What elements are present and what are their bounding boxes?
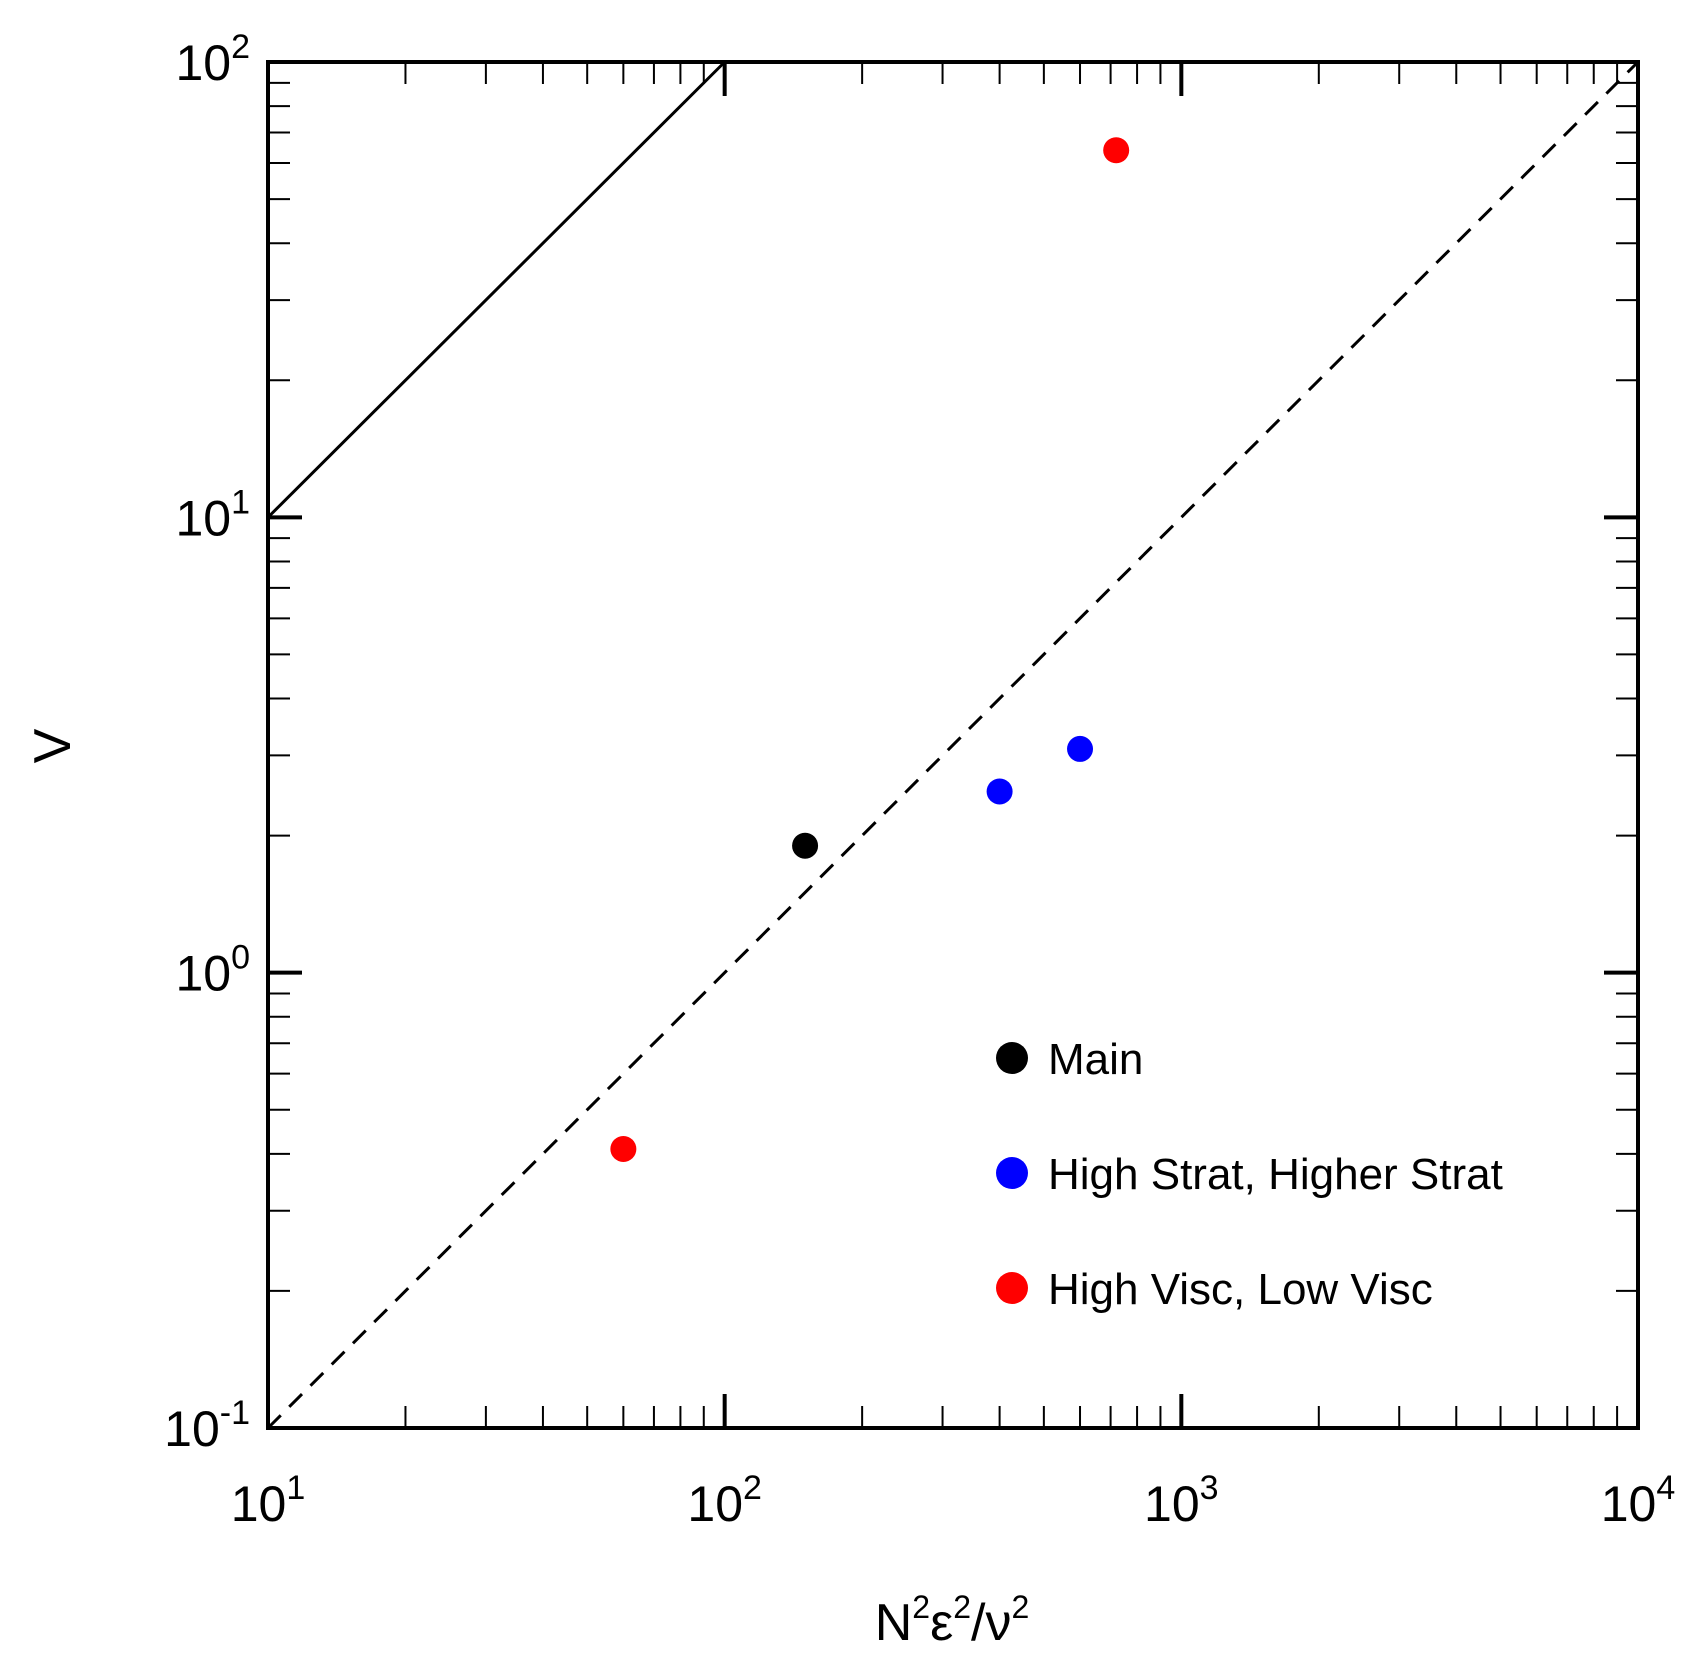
data-point-series-2 — [1067, 735, 1094, 762]
plot-frame — [266, 60, 1640, 1430]
legend-label: Main — [1048, 1035, 1143, 1084]
legend-marker — [996, 1272, 1028, 1304]
legend-label: High Strat, Higher Strat — [1048, 1150, 1503, 1199]
legend: Main High Strat, Higher Strat High Visc, L… — [996, 1035, 1503, 1314]
x-tick-label: 101 — [231, 1469, 306, 1532]
data-point-series-3 — [610, 1135, 637, 1162]
y-tick-label: 10-1 — [164, 1394, 250, 1457]
data-point-series-3 — [1103, 137, 1130, 164]
x-tick-labels: 101 102 103 104 — [231, 1469, 1676, 1532]
reference-line-solid — [266, 60, 726, 519]
minor-ticks — [268, 62, 1638, 1428]
reference-lines — [266, 60, 1640, 1430]
data-points — [610, 137, 1130, 1162]
data-point-series-1 — [792, 832, 819, 859]
x-tick-label: 102 — [687, 1469, 762, 1532]
x-tick-label: 103 — [1144, 1469, 1219, 1532]
reference-line-dashed — [266, 60, 1640, 1430]
legend-marker — [996, 1157, 1028, 1189]
x-tick-label: 104 — [1601, 1469, 1676, 1532]
x-axis-title: N2ε2/ν2 — [875, 1589, 1030, 1652]
y-tick-label: 100 — [175, 939, 250, 1002]
y-tick-label: 102 — [175, 28, 250, 91]
legend-marker — [996, 1042, 1028, 1074]
y-axis-title: V — [24, 728, 82, 763]
y-tick-labels: 10-1 100 101 102 — [164, 28, 250, 1457]
data-point-series-2 — [986, 778, 1013, 805]
legend-label: High Visc, Low Visc — [1048, 1265, 1433, 1314]
y-tick-label: 101 — [175, 483, 250, 546]
